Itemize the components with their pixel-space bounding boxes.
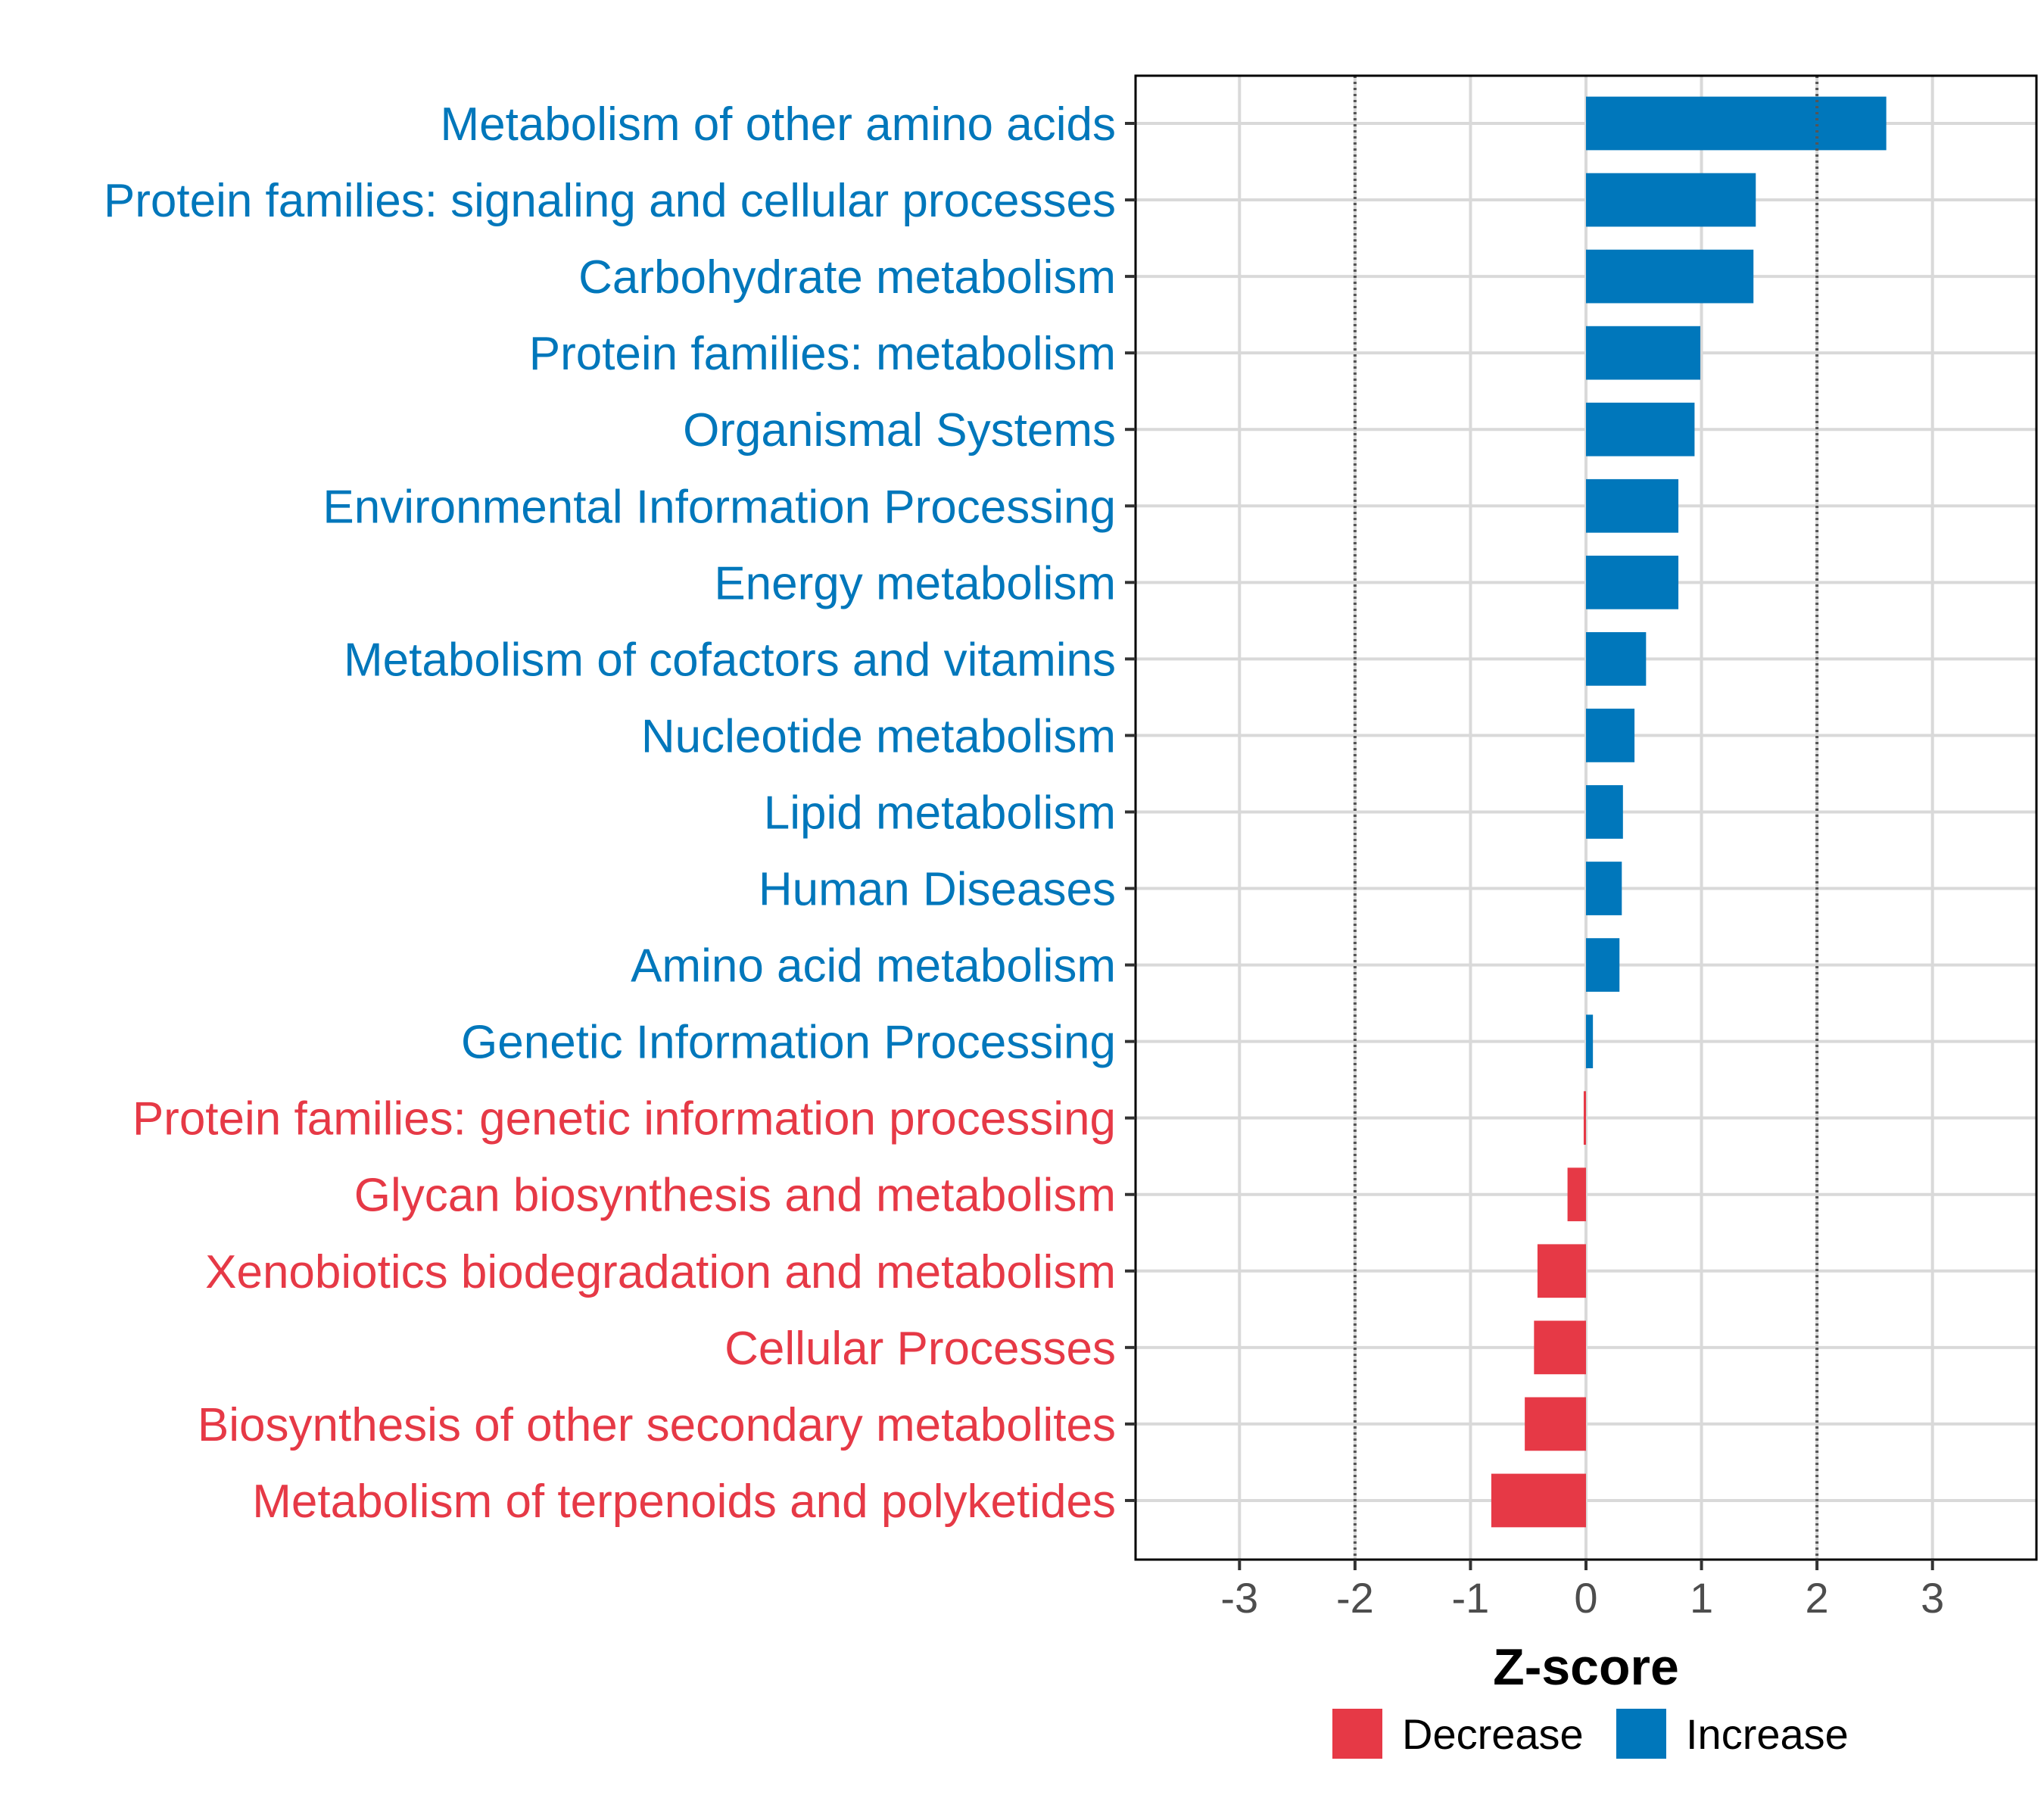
bar-15 bbox=[1567, 1167, 1586, 1222]
bar-12 bbox=[1586, 938, 1620, 992]
bar-10 bbox=[1586, 785, 1623, 839]
legend-label-decrease: Decrease bbox=[1402, 1710, 1584, 1758]
category-label: Genetic Information Processing bbox=[461, 1017, 1116, 1069]
bar-11 bbox=[1586, 862, 1622, 915]
category-label: Protein families: signaling and cellular… bbox=[104, 175, 1116, 227]
bar-1 bbox=[1586, 96, 1887, 151]
x-tick-label: -3 bbox=[1220, 1574, 1258, 1622]
x-tick-label: 2 bbox=[1806, 1574, 1829, 1622]
y-axis: Metabolism of other amino acids Protein f… bbox=[104, 98, 1136, 1528]
bar-17 bbox=[1534, 1320, 1586, 1375]
category-label: Metabolism of terpenoids and polyketides bbox=[252, 1476, 1116, 1528]
category-label: Xenobiotics biodegradation and metabolis… bbox=[205, 1246, 1116, 1298]
bar-16 bbox=[1537, 1244, 1586, 1298]
x-axis: -3 -2 -1 0 1 2 3 bbox=[1220, 1560, 1944, 1622]
x-axis-title: Z-score bbox=[1493, 1638, 1679, 1696]
category-label: Glycan biosynthesis and metabolism bbox=[354, 1170, 1116, 1222]
bar-2 bbox=[1586, 173, 1756, 227]
bar-18 bbox=[1525, 1397, 1586, 1451]
bar-6 bbox=[1586, 478, 1679, 533]
bar-5 bbox=[1586, 402, 1695, 457]
category-label: Lipid metabolism bbox=[764, 787, 1116, 839]
bar-7 bbox=[1586, 555, 1679, 609]
category-label: Carbohydrate metabolism bbox=[578, 251, 1116, 304]
category-label: Environmental Information Processing bbox=[322, 481, 1116, 533]
bar-4 bbox=[1586, 326, 1701, 380]
legend-swatch-increase bbox=[1616, 1709, 1666, 1759]
bar-9 bbox=[1586, 709, 1635, 762]
legend-label-increase: Increase bbox=[1686, 1710, 1849, 1758]
category-label: Cellular Processes bbox=[724, 1323, 1116, 1375]
bar-19 bbox=[1491, 1473, 1586, 1528]
bar-3 bbox=[1586, 249, 1754, 304]
category-label: Protein families: genetic information pr… bbox=[132, 1093, 1116, 1145]
category-label: Metabolism of cofactors and vitamins bbox=[344, 634, 1116, 686]
reference-line-layer bbox=[1353, 76, 1819, 1560]
legend-swatch-decrease bbox=[1332, 1709, 1382, 1759]
category-label: Biosynthesis of other secondary metaboli… bbox=[198, 1399, 1116, 1451]
x-tick-label: 0 bbox=[1574, 1574, 1597, 1622]
category-label: Nucleotide metabolism bbox=[641, 710, 1116, 762]
category-label: Energy metabolism bbox=[714, 557, 1116, 609]
bar-layer bbox=[1491, 96, 1887, 1528]
bar-8 bbox=[1586, 632, 1647, 686]
x-tick-label: -1 bbox=[1452, 1574, 1490, 1622]
x-tick-label: 1 bbox=[1690, 1574, 1713, 1622]
category-label: Metabolism of other amino acids bbox=[440, 98, 1116, 151]
bar-13 bbox=[1586, 1014, 1594, 1068]
x-tick-label: -2 bbox=[1336, 1574, 1374, 1622]
category-label: Human Diseases bbox=[759, 864, 1116, 916]
category-label: Organismal Systems bbox=[683, 404, 1116, 457]
legend: Decrease Increase bbox=[1332, 1709, 1849, 1759]
category-label: Amino acid metabolism bbox=[631, 940, 1116, 993]
bar-14 bbox=[1583, 1091, 1586, 1145]
category-label: Protein families: metabolism bbox=[529, 328, 1116, 380]
x-tick-label: 3 bbox=[1921, 1574, 1944, 1622]
